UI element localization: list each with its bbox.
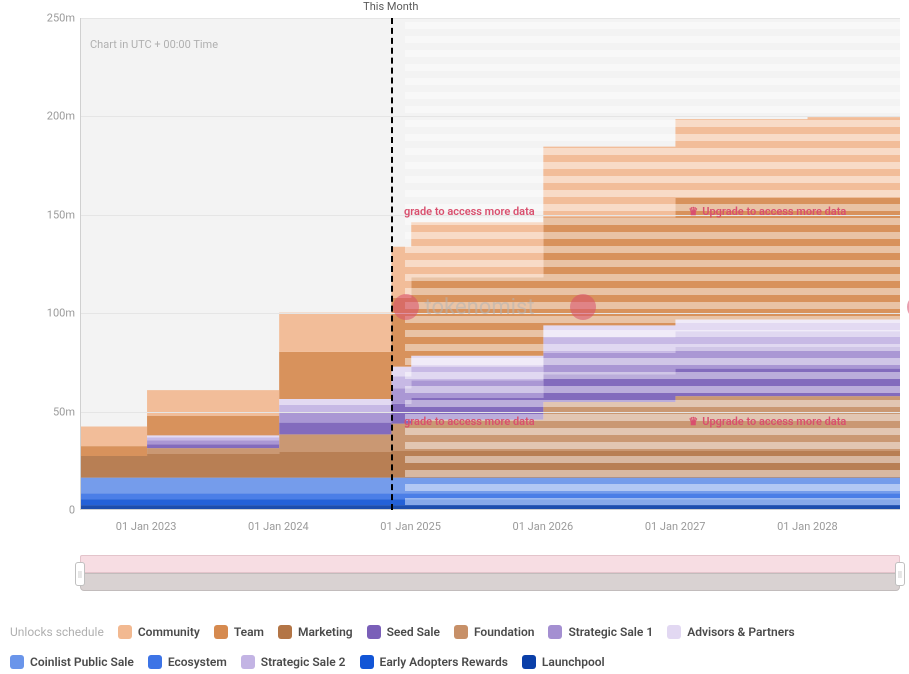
legend-item[interactable]: Seed Sale xyxy=(367,620,440,644)
legend-item[interactable]: Strategic Sale 2 xyxy=(241,650,346,674)
series-early_adopters xyxy=(81,499,900,505)
crown-icon: ♛ xyxy=(688,205,698,218)
legend-swatch xyxy=(454,625,468,639)
upgrade-cta-text: grade to access more data xyxy=(404,415,535,428)
legend-item[interactable]: Marketing xyxy=(278,620,353,644)
upgrade-cta-text: Upgrade to access more data xyxy=(702,415,846,428)
legend-swatch xyxy=(522,655,536,669)
legend-swatch xyxy=(278,625,292,639)
y-axis-label: 100m xyxy=(47,307,75,320)
x-axis-label: 01 Jan 2026 xyxy=(513,520,574,533)
x-axis-label: 01 Jan 2028 xyxy=(777,520,838,533)
series-coinlist xyxy=(81,478,900,494)
legend-item[interactable]: Community xyxy=(118,620,200,644)
y-axis-label: 150m xyxy=(47,208,75,221)
y-axis-label: 50m xyxy=(53,405,75,418)
legend-label: Team xyxy=(234,620,264,644)
upgrade-cta[interactable]: grade to access more data xyxy=(404,205,535,218)
series-ecosystem xyxy=(81,493,900,499)
legend-item[interactable]: Early Adopters Rewards xyxy=(360,650,508,674)
legend-item[interactable]: Ecosystem xyxy=(148,650,227,674)
legend-title: Unlocks schedule xyxy=(10,620,104,644)
this-month-line xyxy=(391,18,393,510)
gridline xyxy=(81,412,900,413)
watermark: tokenomist xyxy=(393,294,535,320)
legend-item[interactable]: Advisors & Partners xyxy=(667,620,794,644)
upgrade-cta[interactable]: grade to access more data xyxy=(404,415,535,428)
stacked-area-svg xyxy=(81,18,900,509)
legend-label: Coinlist Public Sale xyxy=(30,650,134,674)
legend-item[interactable]: Team xyxy=(214,620,264,644)
gridline xyxy=(81,18,900,19)
utc-note: Chart in UTC + 00:00 Time xyxy=(90,38,218,51)
legend-label: Advisors & Partners xyxy=(687,620,794,644)
upgrade-cta-text: grade to access more data xyxy=(404,205,535,218)
navigator-handle-right[interactable]: || xyxy=(895,562,905,586)
x-axis-label: 01 Jan 2023 xyxy=(116,520,177,533)
legend-swatch xyxy=(118,625,132,639)
legend-label: Foundation xyxy=(474,620,535,644)
legend-label: Strategic Sale 2 xyxy=(261,650,346,674)
legend-swatch xyxy=(10,655,24,669)
chart-plot-area xyxy=(80,18,900,510)
watermark-icon xyxy=(570,294,596,320)
legend-label: Strategic Sale 1 xyxy=(568,620,653,644)
legend-item[interactable]: Foundation xyxy=(454,620,535,644)
legend-swatch xyxy=(360,655,374,669)
upgrade-cta[interactable]: ♛ Upgrade to access more data xyxy=(688,205,846,218)
crown-icon: ♛ xyxy=(688,415,698,428)
upgrade-cta[interactable]: ♛ Upgrade to access more data xyxy=(688,415,846,428)
y-axis-label: 250m xyxy=(47,12,75,25)
legend-label: Launchpool xyxy=(542,650,605,674)
x-axis-label: 01 Jan 2025 xyxy=(380,520,441,533)
legend-label: Ecosystem xyxy=(168,650,227,674)
legend: Unlocks schedule Community Team Marketing Se… xyxy=(10,620,900,674)
x-axis-label: 01 Jan 2024 xyxy=(248,520,309,533)
this-month-label: This Month xyxy=(363,0,418,13)
legend-label: Community xyxy=(138,620,200,644)
legend-item[interactable]: Coinlist Public Sale xyxy=(10,650,134,674)
navigator-handle-left[interactable]: || xyxy=(75,562,85,586)
legend-label: Seed Sale xyxy=(387,620,440,644)
navigator-track-bottom xyxy=(80,573,900,591)
gridline xyxy=(81,116,900,117)
y-axis-label: 200m xyxy=(47,110,75,123)
navigator-track-top xyxy=(80,555,900,573)
legend-item[interactable]: Launchpool xyxy=(522,650,605,674)
series-launchpool xyxy=(81,505,900,509)
upgrade-cta-text: Upgrade to access more data xyxy=(702,205,846,218)
legend-swatch xyxy=(214,625,228,639)
legend-swatch xyxy=(667,625,681,639)
watermark-text: tokenomist xyxy=(425,295,535,320)
chart-navigator[interactable]: || || xyxy=(80,555,900,595)
legend-label: Early Adopters Rewards xyxy=(380,650,508,674)
legend-swatch xyxy=(548,625,562,639)
legend-item[interactable]: Strategic Sale 1 xyxy=(548,620,653,644)
watermark-icon xyxy=(393,294,419,320)
legend-swatch xyxy=(148,655,162,669)
legend-swatch xyxy=(241,655,255,669)
series-marketing xyxy=(81,451,900,478)
legend-label: Marketing xyxy=(298,620,353,644)
y-axis-label: 0 xyxy=(69,504,75,517)
legend-swatch xyxy=(367,625,381,639)
x-axis-label: 01 Jan 2027 xyxy=(645,520,706,533)
